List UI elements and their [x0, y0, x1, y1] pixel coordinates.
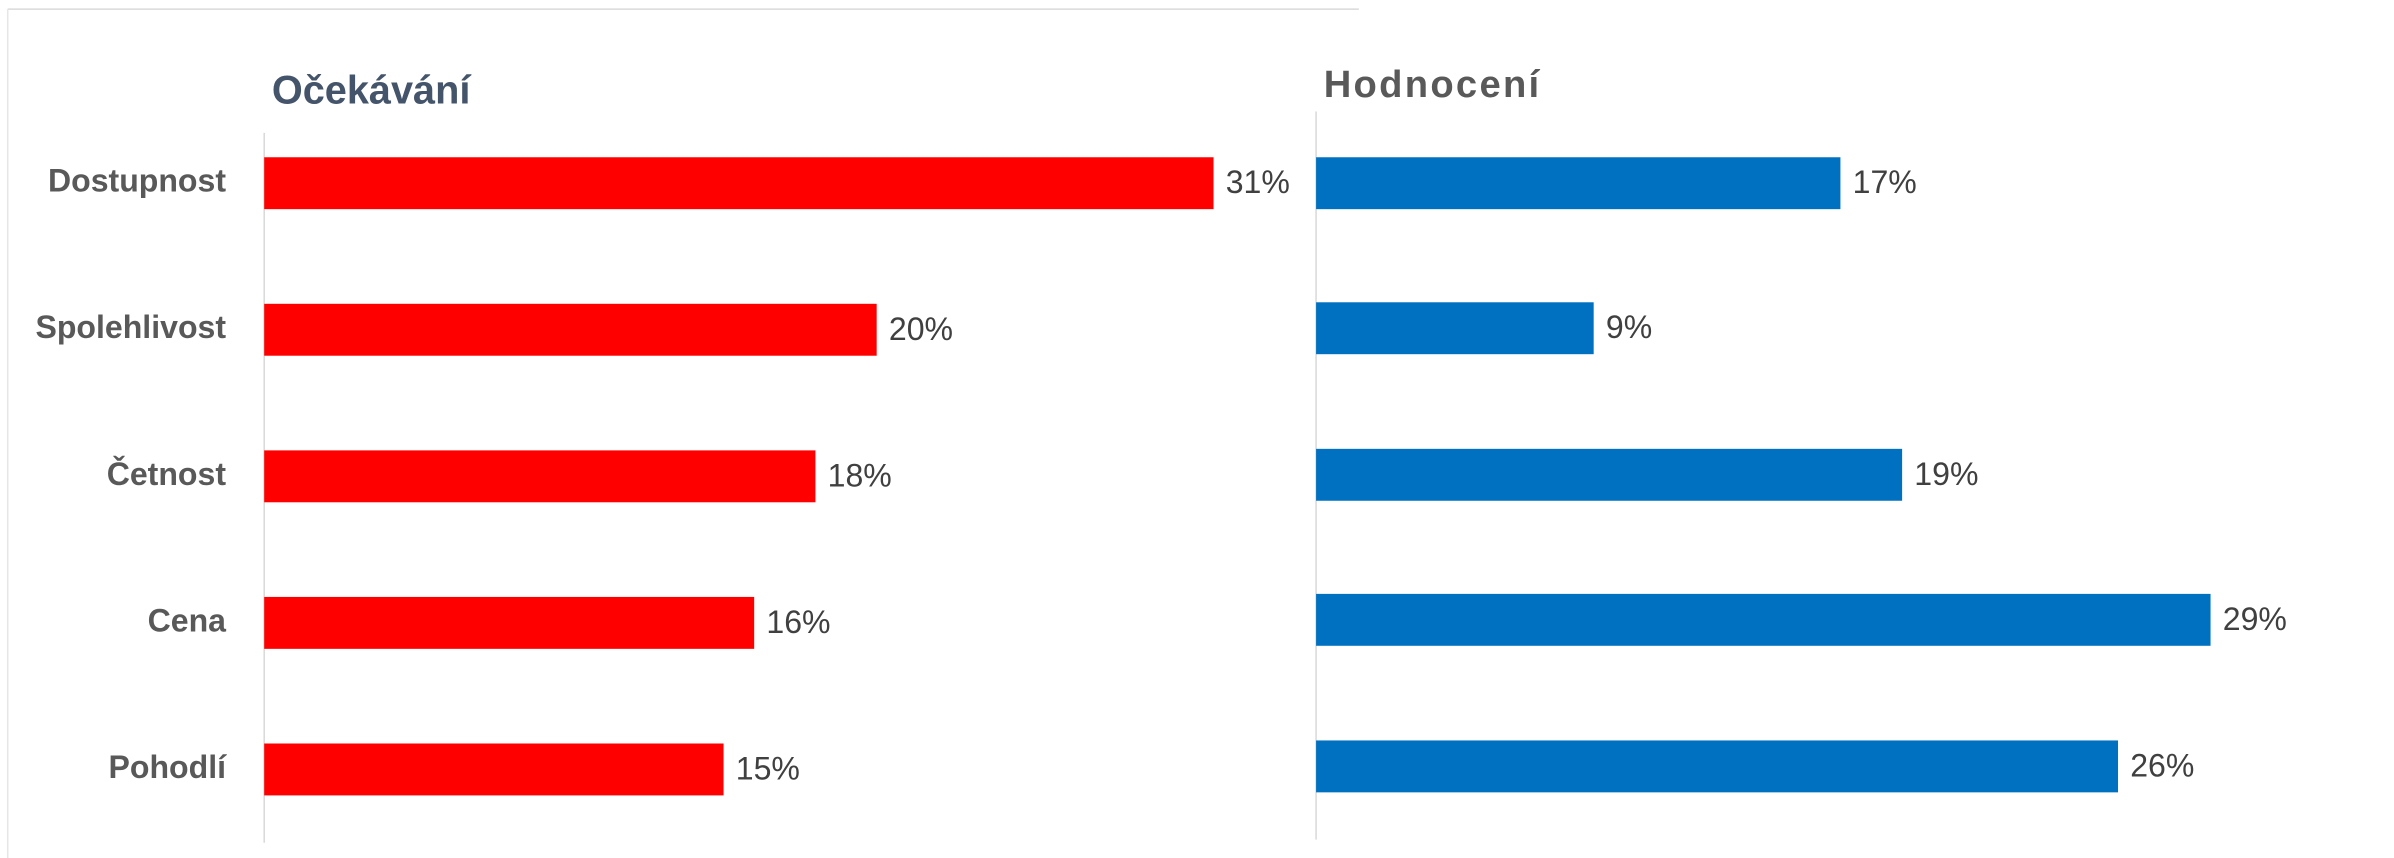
- bar: [264, 157, 1214, 210]
- value-label: 15%: [736, 750, 800, 786]
- category-label: Četnost: [107, 456, 227, 492]
- value-label: 31%: [1226, 164, 1290, 200]
- value-label: 16%: [766, 604, 830, 640]
- value-label: 26%: [2130, 747, 2194, 783]
- category-label: Dostupnost: [48, 163, 226, 199]
- value-label: 19%: [1914, 456, 1978, 492]
- bar: [264, 450, 816, 503]
- category-label: Pohodlí: [109, 749, 228, 785]
- chart-title: Hodnocení: [1324, 63, 1542, 106]
- value-label: 17%: [1853, 164, 1917, 200]
- value-label: 18%: [828, 457, 892, 493]
- bar: [1316, 740, 2119, 793]
- value-label: 20%: [889, 311, 953, 347]
- bar: [1316, 593, 2211, 646]
- category-label: Spolehlivost: [35, 309, 226, 345]
- bar: [264, 743, 724, 796]
- chart-title: Očekávání: [272, 69, 473, 113]
- value-label: 29%: [2223, 601, 2287, 637]
- bar: [264, 303, 877, 356]
- bar: [1316, 302, 1594, 355]
- bar: [264, 596, 755, 649]
- bar: [1316, 448, 1903, 501]
- category-label: Cena: [148, 602, 228, 638]
- bar: [1316, 157, 1841, 210]
- value-label: 9%: [1606, 309, 1652, 345]
